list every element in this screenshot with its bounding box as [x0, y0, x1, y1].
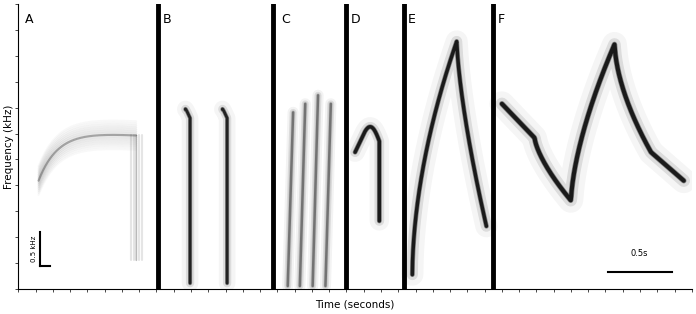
Y-axis label: Frequency (kHz): Frequency (kHz)	[4, 104, 14, 189]
Text: 0.5 kHz: 0.5 kHz	[31, 236, 36, 262]
Text: D: D	[351, 13, 361, 26]
Text: E: E	[408, 13, 416, 26]
X-axis label: Time (seconds): Time (seconds)	[315, 300, 395, 310]
Text: A: A	[25, 13, 33, 26]
Text: 0.5s: 0.5s	[631, 249, 649, 257]
Text: B: B	[163, 13, 172, 26]
Text: F: F	[498, 13, 505, 26]
Text: C: C	[281, 13, 290, 26]
